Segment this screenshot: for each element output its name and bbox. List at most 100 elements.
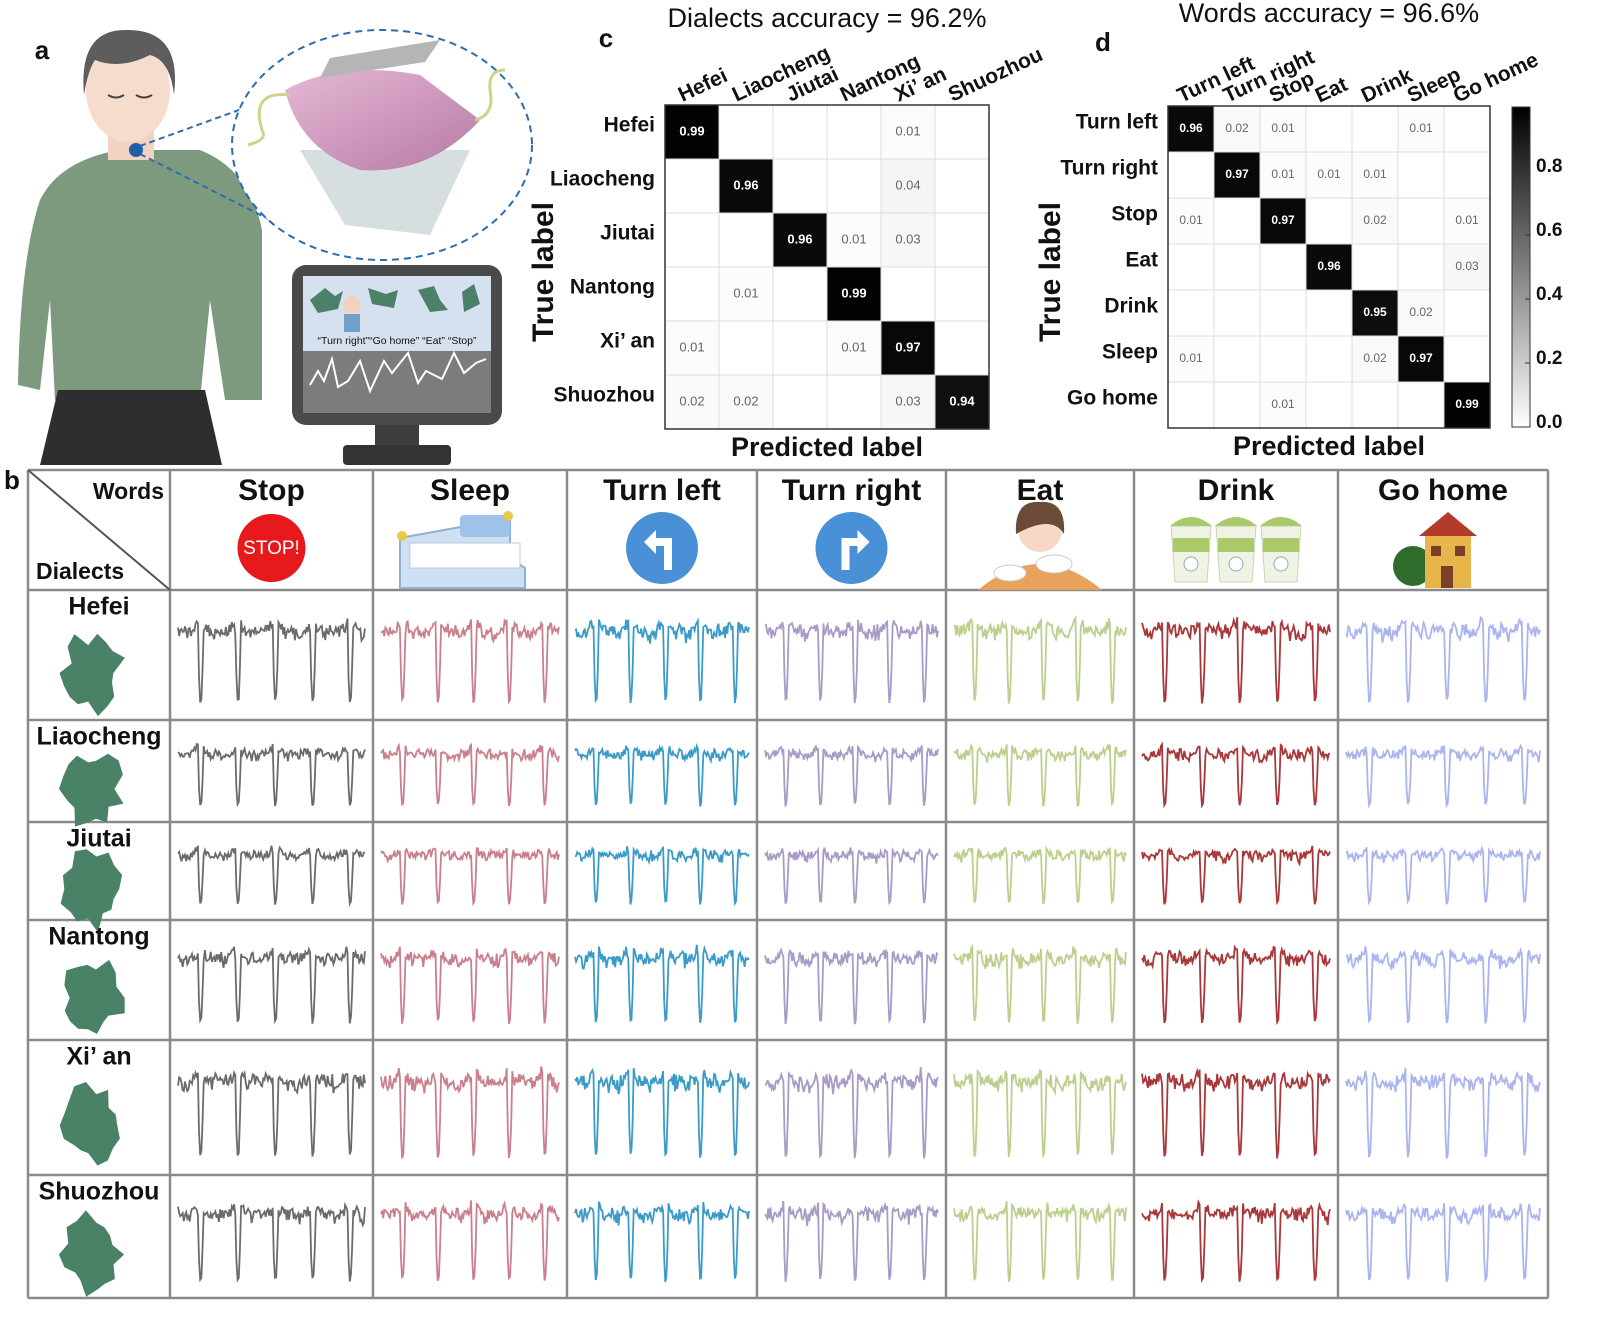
dialect-map <box>59 753 124 827</box>
heatmap-cell <box>826 104 882 160</box>
heatmap-cell <box>934 104 990 160</box>
wire <box>247 92 291 147</box>
heatmap-cell <box>1259 243 1307 291</box>
x-tick-label: Shuozhou <box>945 43 1047 107</box>
heatmap-cell <box>880 320 936 376</box>
cell-label: 0.01 <box>1455 213 1479 227</box>
heatmap-cell <box>1443 381 1491 429</box>
chart-title: Dialects accuracy = 96.2% <box>668 3 987 33</box>
avatar <box>344 314 360 332</box>
signal-trace <box>1345 743 1541 809</box>
home-icon <box>1419 512 1477 536</box>
signal-trace <box>380 946 560 1024</box>
heatmap-cell <box>664 212 720 268</box>
turn-left-icon <box>626 512 698 584</box>
row-header: Hefei <box>68 593 129 621</box>
cell-label: 0.96 <box>787 231 812 246</box>
signal-trace <box>764 1200 939 1282</box>
heatmap-cell <box>1167 289 1215 337</box>
heatmap-cell <box>1213 243 1261 291</box>
signal-trace <box>764 846 939 906</box>
signal-trace <box>574 1201 750 1283</box>
heatmap-cell <box>880 266 936 322</box>
drink-icon <box>1215 525 1257 583</box>
heatmap-cell <box>718 266 774 322</box>
cell-label: 0.94 <box>949 393 975 408</box>
y-tick-label: Shuozhou <box>554 384 655 407</box>
stop-icon-text: STOP! <box>243 538 300 559</box>
heatmap-cell <box>1443 105 1491 153</box>
signal-trace <box>953 742 1127 807</box>
y-tick-label: Eat <box>1125 249 1158 272</box>
signal-trace <box>1345 845 1541 906</box>
bed-icon <box>409 542 521 569</box>
signal-trace <box>1345 946 1541 1024</box>
heatmap-cell <box>1305 381 1353 429</box>
corner-label: Dialects <box>36 558 124 584</box>
monitor-waveform <box>309 350 487 394</box>
panel-label: b <box>4 465 20 495</box>
y-tick-label: Stop <box>1111 203 1158 226</box>
eat-icon <box>1035 554 1073 574</box>
heatmap-cell <box>1259 381 1307 429</box>
colorbar-tick-label: 0.0 <box>1536 412 1562 433</box>
colorbar-tick-label: 0.8 <box>1536 156 1562 177</box>
x-tick-label: Go home <box>1450 48 1542 107</box>
cell-label: 0.95 <box>1363 305 1387 319</box>
row-header: Nantong <box>48 923 149 951</box>
colorbar-tick-label: 0.4 <box>1536 284 1563 305</box>
turn-left-icon <box>654 538 672 570</box>
column-header: Turn right <box>782 474 921 507</box>
heatmap-cell <box>826 266 882 322</box>
cell-label: 0.99 <box>679 123 704 138</box>
home-icon <box>1393 546 1433 586</box>
bed-icon <box>397 531 407 541</box>
y-tick-label: Turn left <box>1076 111 1158 134</box>
cell-label: 0.96 <box>733 177 758 192</box>
cell-label: 0.03 <box>1455 259 1479 273</box>
heatmap-cell <box>1213 197 1261 245</box>
colorbar-tick-label: 0.2 <box>1536 348 1562 369</box>
signal-trace <box>953 845 1127 905</box>
eat-icon <box>993 564 1027 582</box>
dialect-map <box>58 1210 125 1297</box>
heatmap-cell <box>934 320 990 376</box>
column-header: Stop <box>238 474 305 507</box>
signal-trace <box>1345 1202 1541 1283</box>
signal-trace <box>574 617 750 704</box>
signal-trace <box>177 618 366 703</box>
signal-trace <box>177 742 366 808</box>
signal-trace <box>380 742 560 807</box>
cell-label: 0.02 <box>1363 351 1387 365</box>
cell-label: 0.04 <box>895 177 920 192</box>
heatmap-cell <box>1305 243 1353 291</box>
maps <box>310 284 480 313</box>
signal-trace <box>574 846 750 907</box>
bed-icon <box>503 511 513 521</box>
heatmap-cell <box>880 212 936 268</box>
drink-icon <box>1183 556 1199 572</box>
signal-table: Words Dialects Stop STOP! Sleep Turn left Turn… <box>26 468 1550 1300</box>
signal-trace <box>380 617 560 705</box>
cell-label: 0.97 <box>1225 167 1249 181</box>
heatmap-cell <box>826 158 882 214</box>
home-icon <box>1431 546 1441 556</box>
heatmap-cell <box>826 320 882 376</box>
cell-label: 0.01 <box>1271 397 1295 411</box>
heatmap-cell <box>826 212 882 268</box>
cell-label: 0.02 <box>1225 121 1249 135</box>
monitor-stand <box>375 425 419 445</box>
heatmap-cell <box>1397 335 1445 383</box>
y-axis-label: True label <box>1034 202 1067 342</box>
signal-trace <box>953 943 1127 1024</box>
signal-trace <box>574 944 750 1023</box>
cell-label: 0.01 <box>1179 351 1203 365</box>
cell-label: 0.01 <box>841 339 866 354</box>
heatmap-cell <box>772 266 828 322</box>
heatmap-cell <box>1305 197 1353 245</box>
heatmap-cell <box>1397 105 1445 153</box>
chart-title: Words accuracy = 96.6% <box>1179 0 1479 28</box>
turn-right-icon <box>841 538 860 570</box>
signal-trace <box>380 847 560 907</box>
heatmap-cell <box>1351 105 1399 153</box>
